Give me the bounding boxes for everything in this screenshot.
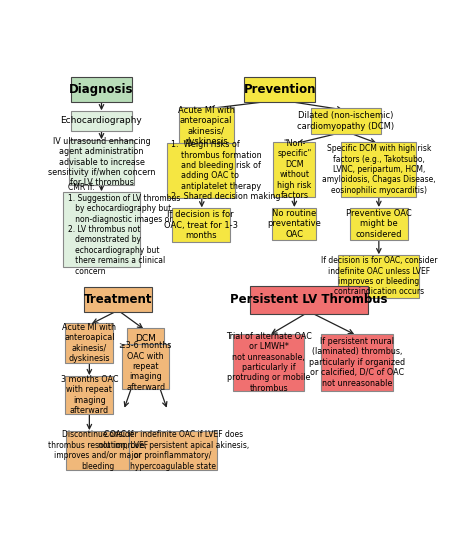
FancyBboxPatch shape: [250, 286, 368, 314]
FancyBboxPatch shape: [129, 431, 217, 470]
FancyBboxPatch shape: [66, 431, 130, 470]
FancyBboxPatch shape: [350, 208, 408, 240]
Text: 3 months OAC
with repeat
imaging
afterward: 3 months OAC with repeat imaging afterwa…: [61, 375, 118, 415]
FancyBboxPatch shape: [69, 140, 134, 185]
Text: Acute MI with
anteroapical
akinesis/
dyskinesis: Acute MI with anteroapical akinesis/ dys…: [178, 106, 235, 146]
FancyBboxPatch shape: [273, 142, 316, 197]
FancyBboxPatch shape: [172, 208, 230, 242]
Text: Preventive OAC
might be
considered: Preventive OAC might be considered: [346, 209, 412, 239]
Text: Prevention: Prevention: [244, 84, 316, 96]
Text: No routine
preventative
OAC: No routine preventative OAC: [267, 209, 321, 239]
FancyBboxPatch shape: [244, 77, 316, 102]
FancyBboxPatch shape: [233, 333, 304, 391]
Text: Persistent LV Thrombus: Persistent LV Thrombus: [230, 293, 388, 306]
FancyBboxPatch shape: [311, 108, 381, 134]
Text: If decision is for
OAC, treat for 1-3
months: If decision is for OAC, treat for 1-3 mo…: [164, 210, 237, 240]
Text: "Non-
specific"
DCM
without
high risk
factors: "Non- specific" DCM without high risk fa…: [277, 139, 311, 200]
FancyBboxPatch shape: [179, 107, 234, 145]
FancyBboxPatch shape: [341, 142, 417, 197]
Text: IV ultrasound enhancing
agent administration
advisable to increase
sensitivity i: IV ultrasound enhancing agent administra…: [48, 137, 155, 187]
FancyBboxPatch shape: [321, 333, 392, 391]
Text: Dilated (non-ischemic)
cardiomyopathy (DCM): Dilated (non-ischemic) cardiomyopathy (D…: [297, 111, 394, 131]
FancyBboxPatch shape: [65, 376, 113, 414]
FancyBboxPatch shape: [272, 208, 316, 240]
Text: Treatment: Treatment: [84, 293, 152, 306]
Text: Specific DCM with high risk
factors (e.g., Takotsubo,
LVNC, peripartum, HCM,
amy: Specific DCM with high risk factors (e.g…: [322, 144, 436, 195]
Text: Diagnosis: Diagnosis: [69, 84, 134, 96]
FancyBboxPatch shape: [71, 77, 132, 102]
FancyBboxPatch shape: [84, 287, 152, 312]
FancyBboxPatch shape: [167, 143, 235, 199]
Text: Consider indefinite OAC if LVEF does
not improve, persistent apical akinesis,
or: Consider indefinite OAC if LVEF does not…: [98, 430, 249, 471]
FancyBboxPatch shape: [63, 192, 140, 267]
FancyBboxPatch shape: [338, 255, 419, 298]
Text: CMR if:
1. Suggestion of LV thrombus
   by echocardiography but
   non-diagnosti: CMR if: 1. Suggestion of LV thrombus by …: [68, 184, 180, 275]
FancyBboxPatch shape: [122, 344, 169, 389]
Text: DCM: DCM: [135, 335, 156, 343]
Text: If decision is for OAC, consider
indefinite OAC unless LVEF
improves or bleeding: If decision is for OAC, consider indefin…: [320, 256, 437, 296]
Text: Echocardiography: Echocardiography: [61, 116, 142, 126]
Text: If persistent mural
(laminated) thrombus,
particularly if organized
or calcified: If persistent mural (laminated) thrombus…: [309, 337, 405, 388]
Text: Trial of alternate OAC
or LMWH*
not unreasonable,
particularly if
protruding or : Trial of alternate OAC or LMWH* not unre…: [226, 332, 311, 393]
Text: Discontinue OAC if
thrombus resolution, LVEF
improves and/or major
bleeding: Discontinue OAC if thrombus resolution, …: [48, 430, 148, 471]
Text: 1.  Weigh risks of
    thrombus formation
    and bleeding risk of
    adding OA: 1. Weigh risks of thrombus formation and…: [172, 140, 281, 201]
FancyBboxPatch shape: [65, 323, 113, 363]
FancyBboxPatch shape: [71, 111, 132, 131]
Text: ≥3-6 months
OAC with
repeat
imaging
afterward: ≥3-6 months OAC with repeat imaging afte…: [119, 341, 172, 392]
FancyBboxPatch shape: [127, 328, 164, 349]
Text: Acute MI with
anteroapical
akinesis/
dyskinesis: Acute MI with anteroapical akinesis/ dys…: [63, 323, 117, 363]
